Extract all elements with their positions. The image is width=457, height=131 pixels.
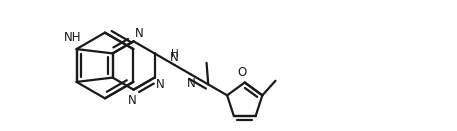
Text: O: O — [238, 66, 247, 79]
Text: N: N — [187, 77, 196, 90]
Text: N: N — [128, 94, 137, 107]
Text: N: N — [170, 51, 179, 64]
Text: H: H — [170, 49, 178, 59]
Text: N: N — [156, 78, 165, 91]
Text: N: N — [134, 27, 143, 40]
Text: NH: NH — [64, 31, 82, 44]
